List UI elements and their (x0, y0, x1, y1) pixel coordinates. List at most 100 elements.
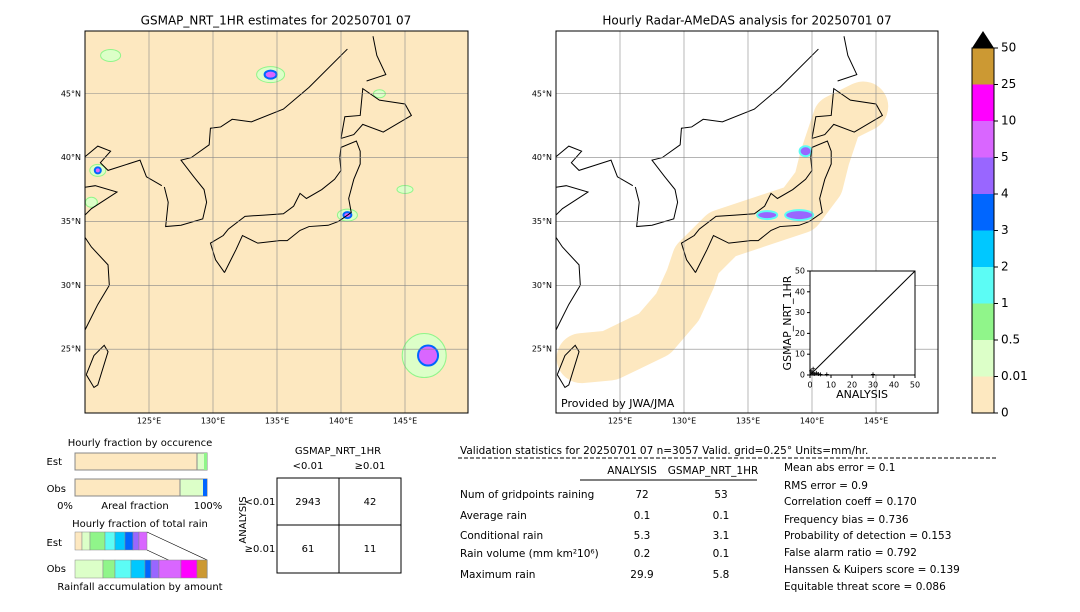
lat-tick-label: 40°N (61, 153, 81, 162)
colorbar-tick-label: 3 (1001, 223, 1009, 237)
coastline (837, 36, 858, 82)
rain-core (263, 69, 278, 80)
coastline (556, 145, 634, 332)
colorbar-segment (972, 340, 994, 377)
value: 0.1 (634, 510, 651, 522)
rain-blob (784, 209, 815, 222)
rain-core (417, 344, 440, 367)
lon-tick-label: 140°E (329, 417, 353, 426)
table-cell: 61 (302, 544, 315, 555)
x-tick-label: 30 (868, 381, 878, 390)
lat-tick-label: 30°N (532, 281, 552, 290)
value: 53 (714, 489, 727, 501)
bar (179, 478, 208, 497)
colorbar-over (972, 31, 994, 48)
value: 0.1 (713, 548, 730, 560)
colorbar-segment (972, 267, 994, 304)
x-tick-label: 20 (847, 381, 857, 390)
bar (114, 559, 132, 579)
bar (74, 452, 208, 471)
colorbar-segment (972, 303, 994, 340)
score: Equitable threat score = 0.086 (784, 581, 946, 593)
score: Hanssen & Kuipers score = 0.139 (784, 564, 960, 576)
row-label: Maximum rain (460, 569, 535, 581)
credit: Provided by JWA/JMA (561, 397, 675, 410)
rain-core (93, 166, 102, 175)
x-axis-label: ANALYSIS (836, 388, 888, 401)
coastline (85, 344, 109, 389)
colorbar-tick-label: 0.01 (1001, 369, 1028, 383)
colorbar-segment (972, 230, 994, 267)
axis-label: 0% (57, 501, 73, 512)
scatter-point (811, 366, 816, 371)
colorbar-segment (972, 48, 994, 85)
row-label: Est (47, 538, 63, 549)
table-cell: 2943 (295, 497, 320, 508)
col-label: ANALYSIS (607, 465, 657, 477)
row-label: ≥0.01 (245, 544, 276, 555)
colorbar-segment (972, 84, 994, 121)
bar (180, 559, 198, 579)
stats-header: Validation statistics for 20250701 07 n=… (460, 445, 868, 457)
right-frame (555, 30, 939, 414)
y-tick-label: 50 (795, 267, 805, 276)
colorbar-segment (972, 121, 994, 158)
lon-tick-label: 135°E (736, 417, 760, 426)
lon-tick-label: 145°E (864, 417, 888, 426)
bar (203, 479, 207, 496)
bar (196, 559, 208, 579)
lat-tick-label: 35°N (532, 217, 552, 226)
row-label: <0.01 (245, 497, 276, 508)
scatter-point (810, 370, 815, 375)
colorbar-tick-label: 4 (1001, 187, 1009, 201)
colorbar-segment (972, 157, 994, 194)
value: 3.1 (713, 530, 730, 542)
lat-tick-label: 30°N (61, 281, 81, 290)
axis-label: Rainfall accumulation by amount (57, 582, 222, 593)
bar (104, 531, 116, 551)
y-tick-label: 10 (795, 350, 805, 359)
row-label: Rain volume (mm km²10⁶) (460, 548, 599, 560)
lon-tick-label: 140°E (800, 417, 824, 426)
rain-blob (756, 210, 779, 221)
row-label: Est (47, 457, 63, 468)
score: RMS error = 0.9 (784, 480, 868, 492)
colorbar-tick-label: 0.5 (1001, 333, 1020, 347)
bar (89, 531, 106, 551)
bar (114, 531, 126, 551)
bar (124, 531, 134, 551)
coastline (209, 140, 361, 273)
colorbar-tick-label: 10 (1001, 114, 1016, 128)
score: Mean abs error = 0.1 (784, 462, 895, 474)
value: 72 (635, 489, 648, 501)
lon-tick-label: 125°E (137, 417, 161, 426)
colorbar-tick-label: 2 (1001, 260, 1009, 274)
coastline (634, 48, 819, 228)
lon-tick-label: 125°E (608, 417, 632, 426)
bar (144, 559, 152, 579)
col-label: GSMAP_NRT_1HR (668, 465, 759, 477)
panel-title: Hourly fraction by occurence (68, 438, 212, 449)
score: False alarm ratio = 0.792 (784, 547, 917, 559)
row-label: Obs (47, 564, 66, 575)
panel-title: Hourly fraction of total rain (72, 519, 208, 530)
value: 5.3 (634, 530, 651, 542)
bar (150, 559, 160, 579)
x-tick-label: 40 (889, 381, 899, 390)
value: 0.2 (634, 548, 651, 560)
bar (158, 559, 182, 579)
bar (102, 559, 116, 579)
coastline (85, 145, 163, 332)
row-label: Conditional rain (460, 530, 543, 542)
lat-tick-label: 35°N (61, 217, 81, 226)
colorbar-segment (972, 194, 994, 231)
axis-label: Areal fraction (101, 501, 168, 512)
row-label: Num of gridpoints raining (460, 489, 594, 501)
left-map (85, 31, 468, 413)
lat-tick-label: 45°N (61, 89, 81, 98)
table-title: GSMAP_NRT_1HR (295, 446, 381, 457)
scatter-point (871, 372, 875, 377)
scatter-point (824, 372, 829, 377)
lon-tick-label: 145°E (393, 417, 417, 426)
bar (74, 559, 104, 579)
